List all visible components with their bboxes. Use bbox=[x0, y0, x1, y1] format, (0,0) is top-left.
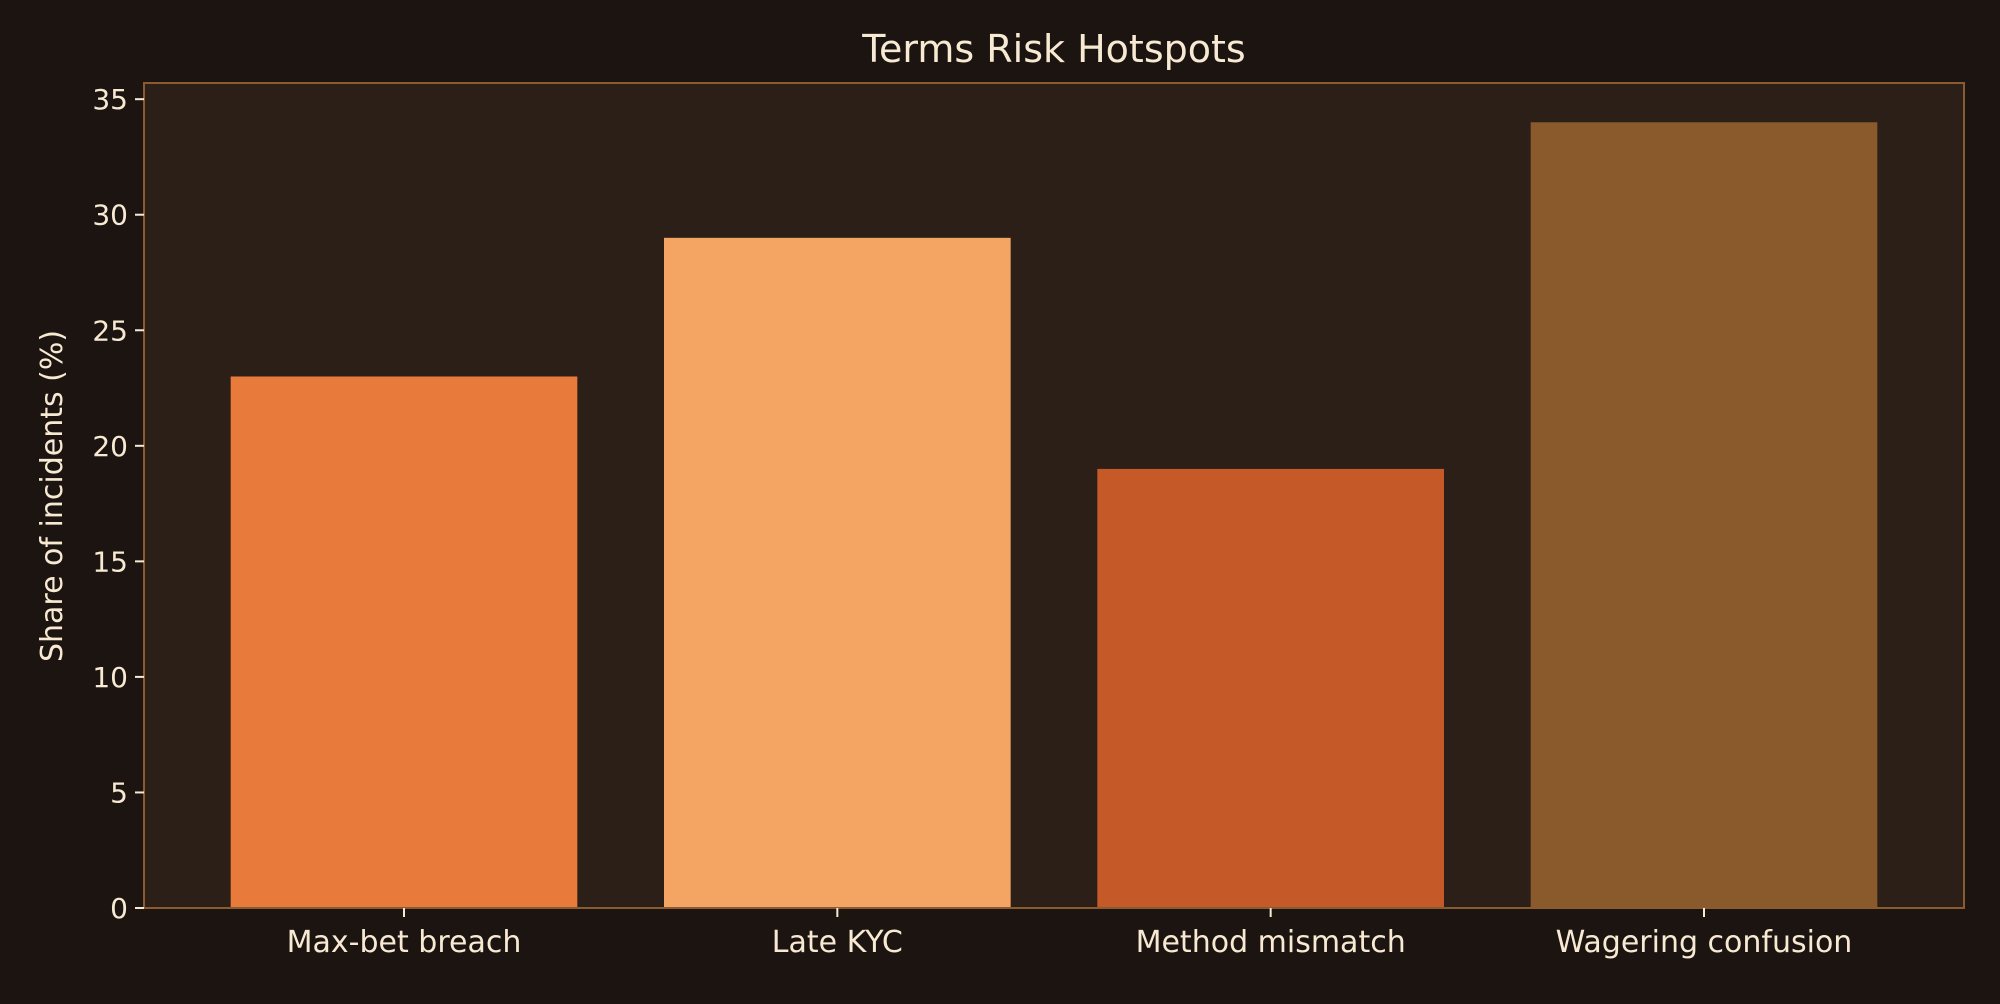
y-tick-label: 20 bbox=[92, 430, 128, 463]
x-tick-label: Max-bet breach bbox=[287, 925, 522, 960]
x-tick-label: Method mismatch bbox=[1136, 925, 1406, 960]
y-tick-label: 0 bbox=[110, 892, 128, 925]
y-tick-label: 5 bbox=[110, 776, 128, 809]
y-tick-label: 35 bbox=[92, 83, 128, 116]
y-tick-label: 25 bbox=[92, 314, 128, 347]
x-tick-label: Late KYC bbox=[772, 925, 903, 960]
plot-frame bbox=[143, 82, 1965, 909]
chart-title: Terms Risk Hotspots bbox=[861, 27, 1245, 71]
bar-late-kyc bbox=[664, 237, 1011, 909]
bar-wagering-confusion bbox=[1530, 122, 1878, 909]
x-tick-label: Wagering confusion bbox=[1556, 925, 1853, 960]
bar-max-bet-breach bbox=[230, 376, 578, 908]
y-tick-label: 10 bbox=[92, 661, 128, 694]
y-axis-label: Share of incidents (%) bbox=[35, 330, 70, 662]
bar-method-mismatch bbox=[1097, 468, 1444, 908]
y-tick-label: 30 bbox=[92, 199, 128, 232]
y-tick-label: 15 bbox=[92, 545, 128, 578]
